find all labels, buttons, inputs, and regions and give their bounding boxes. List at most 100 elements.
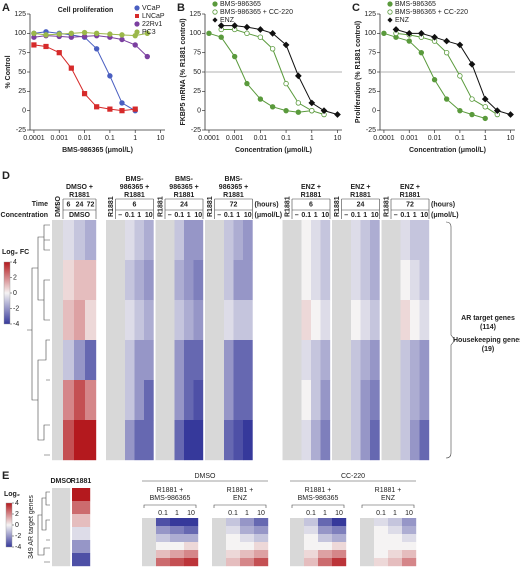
heat-cell xyxy=(311,300,321,341)
colorbar-tick-label: 0 xyxy=(13,290,17,297)
heat-cell xyxy=(72,488,91,502)
group-header: 986365 + xyxy=(169,184,198,191)
heat-cell xyxy=(184,300,194,341)
heat-cell xyxy=(72,540,91,554)
baseline-cell xyxy=(332,340,342,381)
y-tick-label: 125 xyxy=(14,11,26,18)
marker xyxy=(320,107,328,115)
heat-cell xyxy=(410,340,420,381)
heat-cell xyxy=(144,220,154,261)
heat-cell xyxy=(224,220,234,261)
marker xyxy=(107,73,113,79)
heat-cell xyxy=(174,420,185,461)
heat-cell xyxy=(402,526,417,535)
heat-cell xyxy=(144,380,154,421)
heat-cell xyxy=(125,300,135,341)
heat-cell xyxy=(254,542,269,551)
column-label: 0.1 xyxy=(228,510,238,517)
heat-cell xyxy=(320,220,331,261)
x-axis-title: Concentration (μmol/L) xyxy=(409,147,486,154)
heat-cell xyxy=(243,420,253,461)
heat-cell xyxy=(224,260,234,301)
marker xyxy=(334,111,341,118)
heat-cell xyxy=(254,534,269,543)
x-axis-title: BMS-986365 (μmol/L) xyxy=(62,147,133,154)
heat-cell xyxy=(400,300,411,341)
group-header: R1881 xyxy=(174,192,195,199)
marker xyxy=(31,30,37,37)
heat-cell xyxy=(402,518,417,527)
heat-cell xyxy=(184,534,199,543)
baseline-cell xyxy=(391,300,401,341)
heat-cell xyxy=(63,300,75,341)
baseline-cell xyxy=(165,300,175,341)
heat-cell xyxy=(85,420,97,461)
legend-marker xyxy=(134,5,140,11)
y-tick-label: 0 xyxy=(372,108,376,115)
heat-cell xyxy=(243,380,253,421)
heat-cell xyxy=(400,220,411,261)
colorbar-tick-label: -4 xyxy=(15,544,21,551)
heat-cell xyxy=(224,380,234,421)
series-line xyxy=(383,32,486,119)
marker xyxy=(295,100,302,106)
heat-cell xyxy=(85,220,97,261)
heat-cell xyxy=(320,260,331,301)
marker xyxy=(218,34,224,40)
baseline-cell xyxy=(115,420,126,461)
baseline-cell xyxy=(381,340,392,381)
heat-cell xyxy=(233,300,244,341)
subgroup-rule xyxy=(213,504,267,508)
heat-cell xyxy=(388,550,403,559)
heat-cell xyxy=(224,420,234,461)
y-tick-label: -25 xyxy=(366,127,376,134)
y-tick-label: 100 xyxy=(364,30,376,37)
heat-cell xyxy=(226,558,241,567)
concentration-label: – xyxy=(118,212,122,219)
y-tick-label: 125 xyxy=(364,11,376,18)
marker xyxy=(217,22,225,29)
baseline-cell xyxy=(205,380,215,421)
panel-letter: E xyxy=(2,470,9,482)
baseline-cell xyxy=(52,260,64,301)
concentration-label: 10 xyxy=(321,212,329,219)
unit-label: (μmol/L) xyxy=(255,212,283,219)
heat-cell xyxy=(419,300,430,341)
marker xyxy=(457,107,463,114)
baseline-cell xyxy=(341,340,352,381)
marker xyxy=(107,31,113,37)
heat-cell xyxy=(226,534,241,543)
group-header: BMS- xyxy=(175,176,194,183)
marker xyxy=(31,42,37,48)
colorbar-tick-label: 0 xyxy=(15,522,19,529)
baseline-cell xyxy=(341,300,352,341)
heat-cell xyxy=(301,340,312,381)
group-header: BMS- xyxy=(126,176,145,183)
heat-cell xyxy=(400,420,411,461)
column-label: DMSO xyxy=(51,478,73,485)
header-box xyxy=(214,198,253,219)
heat-cell xyxy=(370,380,380,421)
marker xyxy=(43,43,49,50)
x-tick-label: 1 xyxy=(310,135,314,142)
heat-cell xyxy=(193,340,204,381)
y-axis-title: 349 AR target genes xyxy=(28,495,35,559)
colorbar-tick-label: -2 xyxy=(15,533,21,540)
concentration-label: – xyxy=(394,212,398,219)
y-tick-label: 0 xyxy=(22,108,26,115)
baseline-cell xyxy=(360,534,375,543)
heat-cell xyxy=(304,558,319,567)
marker xyxy=(257,34,264,40)
concentration-label: DMSO xyxy=(69,212,91,219)
series-line xyxy=(395,32,498,115)
x-tick-label: 0.0001 xyxy=(198,135,220,142)
heat-cell xyxy=(74,220,86,261)
heat-cell xyxy=(240,558,255,567)
panel-letter: B xyxy=(177,2,185,14)
column-label: R1881 xyxy=(158,196,165,217)
time-label: 72 xyxy=(230,201,238,208)
heat-cell xyxy=(134,260,145,301)
heat-cell xyxy=(144,300,154,341)
heat-cell xyxy=(360,220,371,261)
heat-cell xyxy=(174,260,185,301)
